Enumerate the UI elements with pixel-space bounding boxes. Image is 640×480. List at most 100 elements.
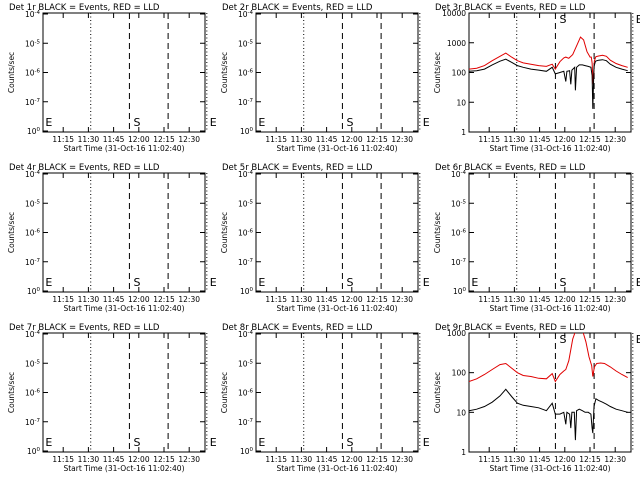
y-tick-exponent: -7: [35, 258, 41, 264]
x-tick-label: 12:00: [341, 455, 363, 464]
y-tick-base: 10: [25, 98, 35, 107]
chart-title: Det 3r BLACK = Events, RED = LLD: [435, 3, 586, 13]
y-tick-label: 10-7: [25, 418, 41, 427]
events-rate-line: [469, 388, 628, 441]
y-tick-base: 10: [238, 39, 248, 48]
y-tick-label: 100: [27, 287, 41, 296]
y-tick-label: 10-7: [451, 258, 467, 267]
time-marker-S: S: [134, 436, 141, 449]
y-tick-label: 10-7: [238, 258, 254, 267]
y-tick-base: 10: [25, 389, 35, 398]
x-tick-label: 11:15: [478, 135, 500, 144]
x-tick-label: 11:15: [478, 295, 500, 304]
y-tick-base: 1000: [447, 39, 466, 48]
time-marker-E: E: [471, 276, 478, 289]
y-tick-exponent: -5: [461, 199, 467, 205]
x-tick-label: 11:30: [78, 295, 100, 304]
y-tick-base: 10: [456, 408, 466, 417]
y-tick-exponent: -6: [35, 69, 41, 75]
time-marker-E: E: [45, 116, 52, 129]
y-tick-base: 10: [451, 170, 461, 179]
plot-frame: [255, 332, 419, 453]
y-tick-exponent: -4: [35, 330, 41, 336]
chart-title: Det 8r BLACK = Events, RED = LLD: [222, 323, 373, 333]
time-marker-E: E: [45, 276, 52, 289]
x-tick-label: 11:45: [529, 295, 551, 304]
x-tick-label: 11:45: [529, 135, 551, 144]
y-tick-label: 100: [452, 369, 467, 378]
chart-panel-5: Det 5r BLACK = Events, RED = LLD10-410-5…: [220, 163, 430, 313]
plot-frame: [42, 12, 206, 133]
y-tick-label: 10-6: [451, 229, 467, 238]
x-tick-label: 12:00: [128, 455, 150, 464]
x-tick-label: 11:30: [291, 455, 313, 464]
y-tick-base: 10: [25, 258, 35, 267]
y-tick-label: 10-4: [451, 170, 467, 179]
y-tick-exponent: -7: [248, 98, 254, 104]
x-tick-label: 12:00: [128, 135, 150, 144]
chart-panel-8: Det 8r BLACK = Events, RED = LLD10-410-5…: [220, 323, 430, 473]
y-tick-base: 10: [240, 287, 250, 296]
y-tick-base: 10: [25, 229, 35, 238]
y-tick-label: 1: [461, 448, 466, 457]
y-tick-label: 1000: [447, 39, 466, 48]
y-tick-exponent: -6: [461, 229, 467, 235]
y-tick-base: 10: [238, 389, 248, 398]
y-axis-label: Counts/sec: [433, 372, 442, 413]
x-tick-label: 12:30: [604, 455, 626, 464]
chart-panel-6: Det 6r BLACK = Events, RED = LLD10-410-5…: [433, 163, 640, 313]
y-tick-label: 1000: [447, 329, 466, 338]
y-tick-exponent: 0: [463, 287, 467, 293]
x-tick-label: 11:30: [504, 135, 526, 144]
chart-title: Det 2r BLACK = Events, RED = LLD: [222, 3, 373, 13]
y-axis-label: Counts/sec: [220, 212, 229, 253]
x-axis-label: Start Time (31-Oct-16 11:02:40): [489, 464, 610, 473]
time-marker-E: E: [636, 13, 640, 26]
y-tick-exponent: 0: [250, 127, 254, 133]
y-tick-exponent: -5: [35, 359, 41, 365]
x-axis-label: Start Time (31-Oct-16 11:02:40): [63, 304, 184, 313]
y-tick-exponent: -5: [35, 39, 41, 45]
y-tick-base: 10: [240, 447, 250, 456]
x-tick-label: 12:30: [604, 295, 626, 304]
y-tick-base: 10: [238, 359, 248, 368]
x-tick-label: 11:45: [316, 455, 338, 464]
x-tick-label: 12:00: [341, 295, 363, 304]
y-tick-base: 10: [456, 98, 466, 107]
time-marker-E: E: [45, 436, 52, 449]
y-axis-label: Counts/sec: [7, 52, 16, 93]
y-tick-base: 10: [25, 69, 35, 78]
x-tick-label: 12:00: [554, 295, 576, 304]
y-tick-base: 10: [451, 258, 461, 267]
y-tick-label: 100: [27, 447, 41, 456]
y-axis-label: Counts/sec: [433, 212, 442, 253]
y-tick-label: 100: [240, 287, 254, 296]
y-tick-exponent: -4: [248, 170, 254, 176]
y-tick-base: 10: [25, 199, 35, 208]
y-tick-label: 10-6: [25, 69, 41, 78]
y-tick-exponent: -7: [248, 258, 254, 264]
y-tick-label: 10-4: [238, 330, 254, 339]
time-marker-E: E: [636, 276, 640, 289]
x-tick-label: 11:45: [103, 455, 125, 464]
y-tick-base: 10: [238, 330, 248, 339]
y-tick-base: 10: [238, 229, 248, 238]
x-axis-label: Start Time (31-Oct-16 11:02:40): [489, 144, 610, 153]
y-tick-base: 10: [453, 287, 463, 296]
y-tick-base: 10: [238, 199, 248, 208]
y-tick-base: 10: [25, 418, 35, 427]
y-tick-label: 10-7: [25, 98, 41, 107]
y-tick-label: 10-6: [238, 69, 254, 78]
chart-panel-2: Det 2r BLACK = Events, RED = LLD10-410-5…: [220, 3, 430, 153]
y-tick-exponent: -7: [35, 98, 41, 104]
lld-rate-line: [469, 333, 628, 383]
x-tick-label: 11:15: [52, 455, 74, 464]
y-tick-exponent: -7: [248, 418, 254, 424]
y-tick-exponent: -6: [248, 389, 254, 395]
y-tick-label: 10-5: [238, 199, 254, 208]
time-marker-E: E: [423, 116, 430, 129]
x-tick-label: 11:45: [529, 455, 551, 464]
x-tick-label: 12:30: [178, 455, 200, 464]
plot-frame: [468, 332, 632, 453]
y-tick-label: 10-5: [25, 359, 41, 368]
